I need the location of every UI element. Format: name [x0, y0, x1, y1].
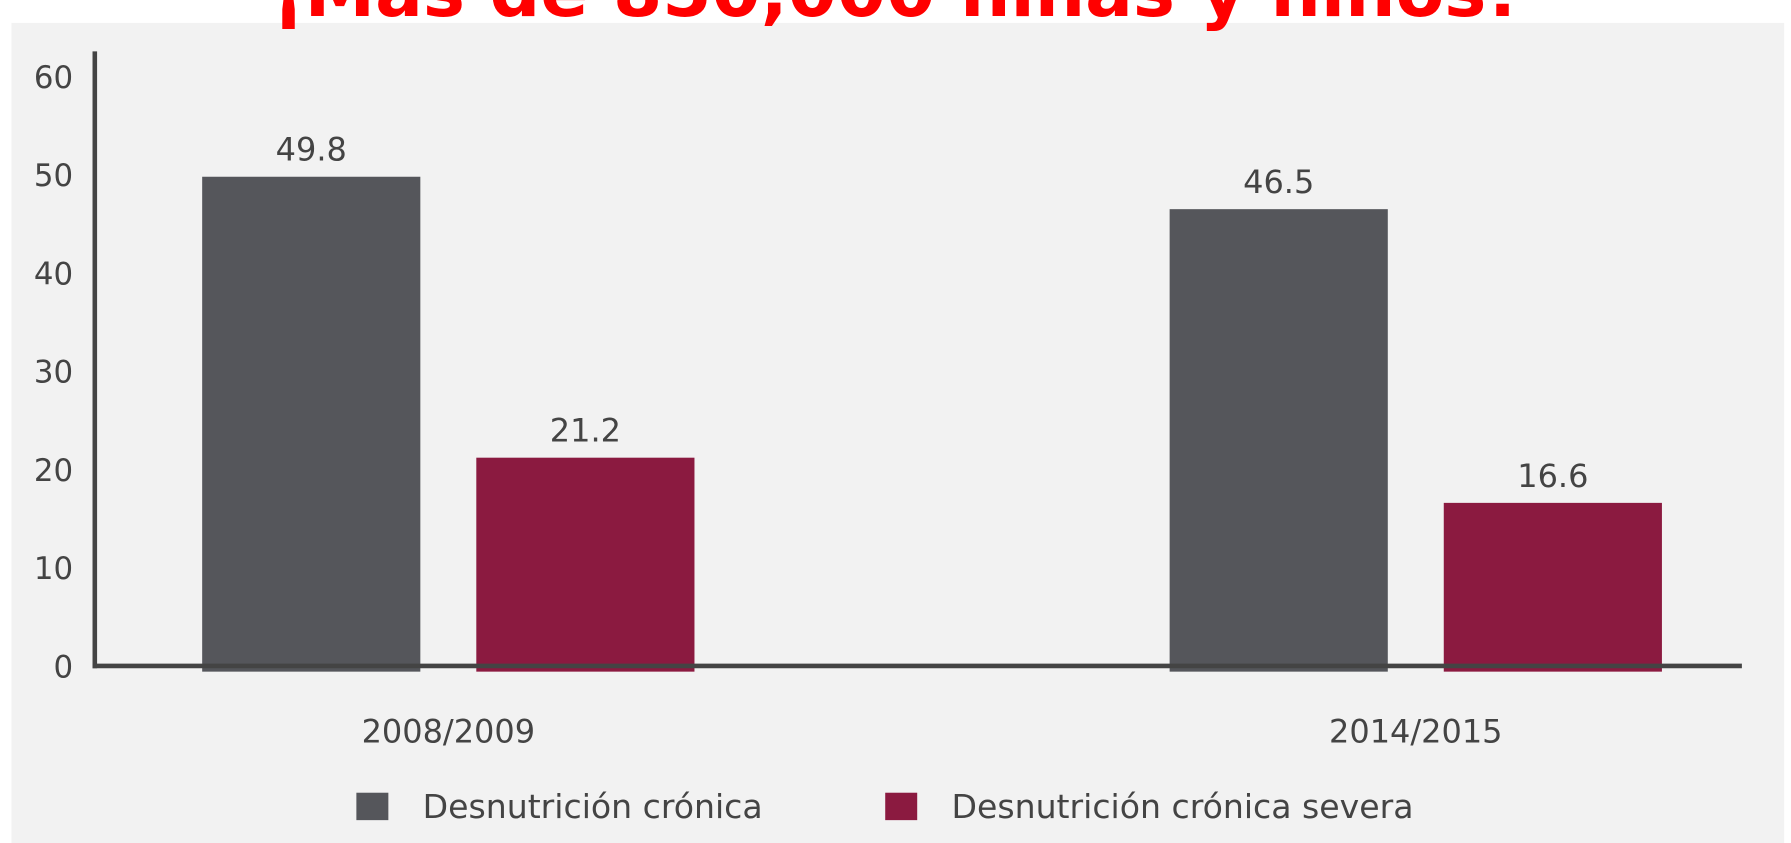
legend-label: Desnutrición crónica severa: [951, 787, 1413, 826]
bar: [1443, 502, 1662, 672]
bar: [1169, 209, 1388, 672]
bar: [202, 176, 421, 672]
bar: [476, 457, 695, 672]
y-tick-label: 20: [34, 453, 73, 489]
y-tick-label: 0: [53, 649, 73, 685]
legend-swatch: [356, 792, 389, 821]
x-tick-label: 2008/2009: [362, 712, 536, 750]
y-tick-label: 40: [34, 256, 73, 292]
value-label: 16.6: [1517, 457, 1588, 495]
x-tick-label: 2014/2015: [1329, 712, 1502, 750]
y-tick-label: 10: [34, 551, 73, 587]
value-label: 21.2: [550, 412, 621, 450]
y-tick-label: 50: [34, 158, 73, 194]
y-tick-label: 30: [34, 355, 73, 391]
y-tick-label: 60: [34, 60, 73, 96]
chart-title: ¡Más de 850,000 niñas y niños!: [272, 0, 1518, 33]
value-label: 49.8: [276, 131, 347, 169]
value-label: 46.5: [1243, 163, 1314, 201]
legend-swatch: [885, 792, 918, 821]
legend-label: Desnutrición crónica: [423, 787, 763, 826]
